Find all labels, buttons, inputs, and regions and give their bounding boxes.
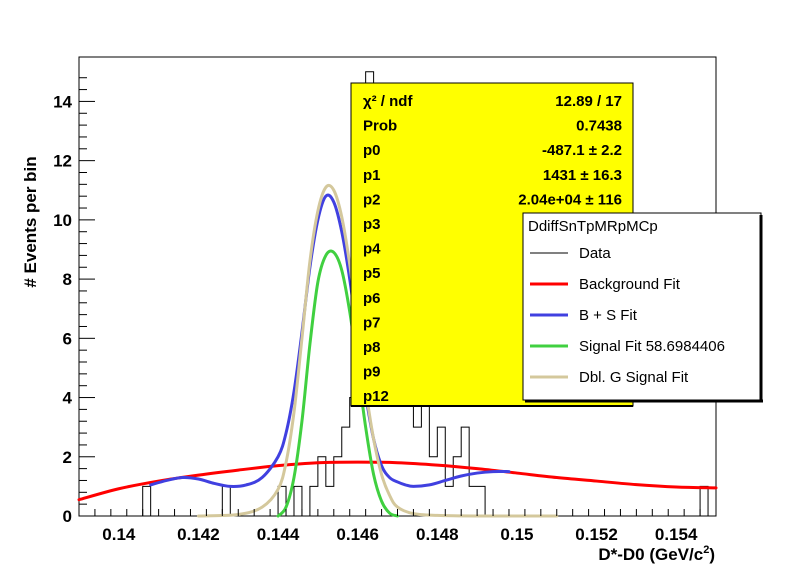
x-tick-label: 0.152	[575, 525, 618, 544]
stats-row-label: p5	[363, 265, 381, 282]
legend-title: DdiffSnTpMRpMCp	[528, 218, 658, 235]
stats-row-label: p3	[363, 216, 381, 233]
y-tick-label: 12	[53, 152, 72, 171]
y-tick-label: 6	[63, 329, 72, 348]
stats-row-label: Prob	[363, 118, 397, 135]
stats-row-value: 2.04e+04 ± 116	[518, 191, 622, 208]
x-tick-label: 0.14	[102, 525, 136, 544]
x-tick-label: 0.142	[177, 525, 220, 544]
series-line-2	[276, 249, 399, 518]
series-line-1	[149, 193, 511, 488]
x-axis-title: D*-D0 (GeV/c2)	[598, 544, 715, 564]
legend-entry-label: Signal Fit 58.6984406	[579, 338, 725, 355]
y-axis: 0 2 4 6 8 10 12 14	[53, 77, 95, 526]
x-tick-label: 0.154	[655, 525, 698, 544]
x-tick-label: 0.15	[500, 525, 533, 544]
stats-row-label: p9	[363, 364, 381, 381]
x-tick-label: 0.144	[257, 525, 300, 544]
legend-entry-label: Data	[579, 245, 611, 262]
stats-row-label: p0	[363, 142, 381, 159]
x-axis: 0.14 0.142 0.144 0.146 0.148 0.15 0.152 0.154	[78, 509, 717, 544]
stats-row-label: p7	[363, 314, 381, 331]
stats-row-value: -487.1 ± 2.2	[542, 142, 622, 159]
legend: DdiffSnTpMRpMCp Data Background Fit B + S F…	[522, 212, 763, 403]
stats-row-label: p1	[363, 167, 381, 184]
x-tick-label: 0.146	[336, 525, 379, 544]
y-tick-label: 0	[63, 507, 72, 526]
stats-row-label: χ² / ndf	[363, 93, 413, 110]
y-axis-title: # Events per bin	[21, 156, 40, 287]
stats-row-value: 1431 ± 16.3	[543, 167, 622, 184]
stats-row-label: p6	[363, 290, 381, 307]
stats-row-value: 12.89 / 17	[555, 93, 622, 110]
y-tick-label: 4	[63, 389, 73, 408]
legend-background	[522, 212, 762, 401]
stats-row-value: 0.7438	[576, 118, 622, 135]
y-tick-label: 8	[63, 270, 72, 289]
y-tick-label: 10	[53, 211, 72, 230]
fit-curves	[77, 183, 718, 518]
stats-row-label: p12	[363, 388, 389, 405]
series-line-3	[196, 183, 559, 518]
y-tick-label: 14	[53, 92, 72, 111]
y-tick-label: 2	[63, 448, 72, 467]
stats-row-label: p8	[363, 339, 381, 356]
legend-entry-label: B + S Fit	[579, 307, 638, 324]
legend-entry-label: Dbl. G Signal Fit	[579, 369, 689, 386]
x-tick-label: 0.148	[416, 525, 459, 544]
stats-row-label: p2	[363, 191, 381, 208]
stats-row-label: p4	[363, 241, 381, 258]
legend-entry-label: Background Fit	[579, 276, 681, 293]
